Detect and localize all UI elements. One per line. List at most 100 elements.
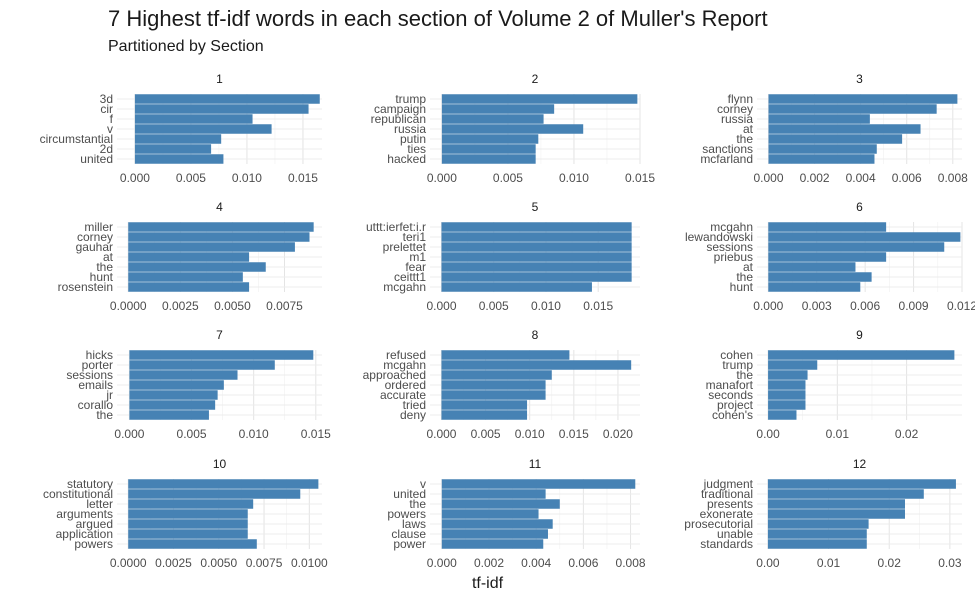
facet-strip-label: 3: [856, 72, 863, 86]
category-label: hacked: [387, 152, 426, 166]
bar: [128, 282, 250, 292]
category-label: powers: [387, 507, 426, 521]
category-label: gauhar: [76, 240, 113, 254]
x-tick-label: 0.004: [846, 171, 876, 185]
category-label: porter: [82, 358, 113, 372]
category-label: priebus: [714, 250, 753, 264]
x-tick-label: 0.008: [616, 556, 646, 570]
bar: [768, 360, 818, 370]
facet-strip-label: 7: [216, 328, 223, 342]
bar: [441, 144, 536, 154]
x-tick-label: 0.002: [800, 171, 830, 185]
bar: [129, 360, 275, 370]
category-label: 3d: [100, 92, 113, 106]
x-tick-label: 0.0100: [291, 556, 328, 570]
category-label: at: [743, 122, 754, 136]
bar: [441, 380, 546, 390]
category-label: trump: [395, 92, 426, 106]
bar: [128, 252, 250, 262]
category-label: the: [96, 260, 113, 274]
x-tick-label: 0.004: [521, 556, 551, 570]
bar: [441, 499, 560, 509]
bar: [768, 154, 875, 164]
category-label: application: [56, 527, 113, 541]
x-tick-label: 0.003: [802, 299, 832, 313]
category-label: corney: [717, 102, 753, 116]
bar: [767, 539, 867, 549]
category-label: cohen: [720, 348, 753, 362]
bar: [767, 499, 905, 509]
facet-panel-4: 4 0.0000 0.0025 0.0050 0.0075 millercorneygau…: [58, 200, 322, 313]
x-tick-label: 0.0050: [200, 556, 237, 570]
x-tick-label: 0.002: [474, 556, 504, 570]
x-axis-title: tf-idf: [471, 575, 504, 592]
category-label: republican: [371, 112, 426, 126]
x-tick-label: 0.00: [756, 556, 780, 570]
bar: [767, 519, 869, 529]
category-label: hicks: [86, 348, 113, 362]
category-label: clause: [391, 527, 426, 541]
bar: [441, 360, 632, 370]
category-label: russia: [394, 122, 426, 136]
bar: [128, 222, 314, 232]
x-tick-label: 0.015: [288, 171, 318, 185]
bar: [128, 529, 248, 539]
bar: [129, 400, 216, 410]
x-tick-label: 0.006: [892, 171, 922, 185]
x-tick-label: 0.0075: [266, 299, 303, 313]
bar: [129, 380, 224, 390]
x-tick-label: 0.0075: [246, 556, 283, 570]
category-label: traditional: [701, 487, 753, 501]
category-label: united: [80, 152, 113, 166]
category-label: at: [103, 250, 114, 264]
category-label: the: [736, 132, 753, 146]
x-tick-label: 0.010: [531, 299, 561, 313]
bar: [128, 262, 266, 272]
bar: [441, 134, 539, 144]
bar: [129, 370, 238, 380]
facet-panel-6: 6 0.000 0.003 0.006 0.009 0.012 mcgahnlewandow…: [685, 200, 975, 313]
bar: [441, 370, 552, 380]
bar: [768, 370, 808, 380]
category-label: rosenstein: [58, 280, 113, 294]
facet-strip-label: 12: [853, 457, 867, 471]
bar: [128, 242, 295, 252]
bar: [768, 222, 887, 232]
category-label: 2d: [100, 142, 113, 156]
bar: [768, 400, 806, 410]
x-tick-label: 0.006: [568, 556, 598, 570]
x-tick-label: 0.02: [895, 427, 919, 441]
x-tick-label: 0.020: [603, 427, 633, 441]
bar: [767, 489, 924, 499]
category-label: putin: [400, 132, 426, 146]
category-label: united: [393, 487, 426, 501]
bar: [441, 124, 584, 134]
bar: [128, 519, 248, 529]
category-label: f: [110, 112, 114, 126]
x-tick-label: 0.01: [817, 556, 841, 570]
facet-strip-label: 6: [856, 200, 863, 214]
bar: [441, 94, 638, 104]
facet-panel-12: 12 0.00 0.01 0.02 0.03 judgmenttraditionalpre…: [684, 457, 962, 570]
category-label: corney: [77, 230, 113, 244]
bar: [767, 529, 867, 539]
x-tick-label: 0.005: [493, 171, 523, 185]
facet-strip-label: 11: [529, 457, 542, 471]
category-label: hunt: [730, 280, 754, 294]
category-label: sessions: [66, 368, 113, 382]
x-tick-label: 0.010: [515, 427, 545, 441]
bar: [128, 499, 254, 509]
bar: [128, 509, 248, 519]
x-tick-label: 0.015: [583, 299, 613, 313]
facet-panel-10: 10 0.0000 0.0025 0.0050 0.0075 0.0100 statutor…: [43, 457, 328, 570]
category-label: uttt:ierfet:i.r: [366, 220, 426, 234]
bar: [768, 390, 806, 400]
bar: [768, 134, 903, 144]
bar: [441, 262, 632, 272]
category-label: the: [736, 270, 753, 284]
chart-subtitle: Partitioned by Section: [108, 38, 264, 55]
facet-panel-5: 5 0.000 0.005 0.010 0.015 uttt:ierfet:i.rteri…: [366, 200, 640, 313]
x-tick-label: 0.008: [938, 171, 968, 185]
x-tick-label: 0.000: [426, 427, 456, 441]
facet-strip-label: 9: [856, 328, 863, 342]
